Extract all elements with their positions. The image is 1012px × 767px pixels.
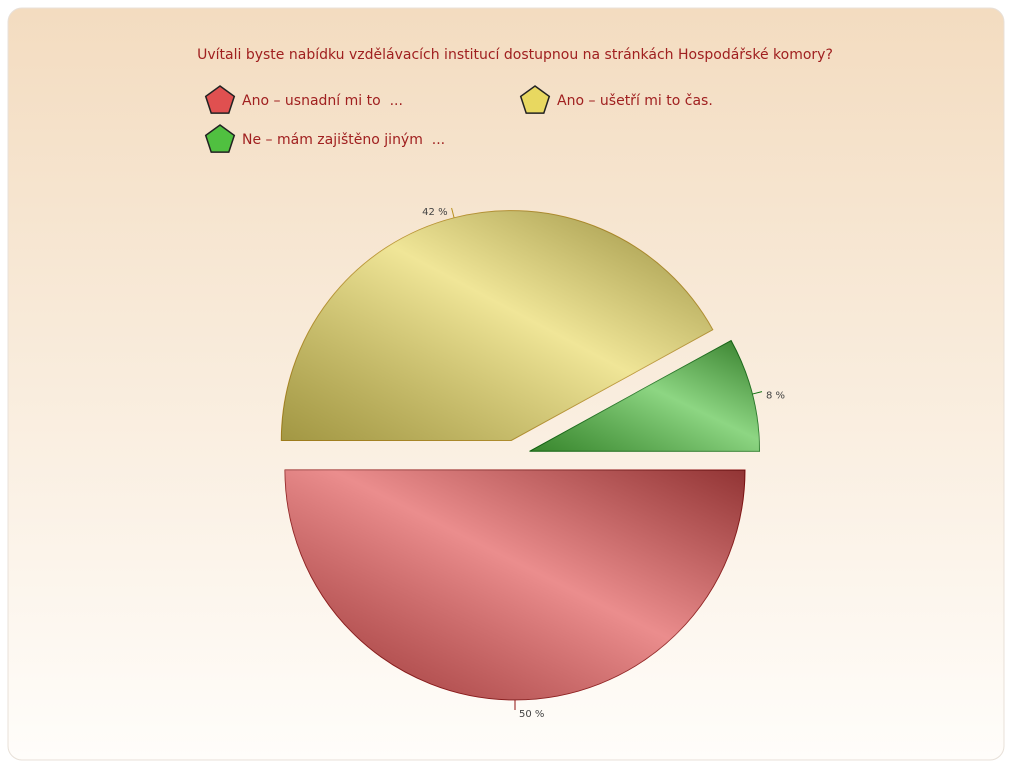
slice-shine xyxy=(285,470,745,700)
slice-shine xyxy=(281,210,713,441)
chart-title: Uvítali byste nabídku vzdělávacích insti… xyxy=(197,47,833,63)
legend-label: Ne – mám zajištěno jiným ... xyxy=(242,132,445,148)
leader-line xyxy=(752,391,763,395)
leader-line xyxy=(451,207,455,218)
data-label: 50 % xyxy=(519,709,544,720)
slice-shine xyxy=(529,340,760,452)
data-label: 8 % xyxy=(766,391,785,402)
legend-icon xyxy=(519,85,551,114)
data-label: 42 % xyxy=(422,207,447,218)
legend-icon xyxy=(204,124,236,153)
legend-label: Ano – usnadní mi to ... xyxy=(242,93,403,109)
legend-label: Ano – ušetří mi to čas. xyxy=(557,93,713,109)
legend-icon xyxy=(204,85,236,114)
